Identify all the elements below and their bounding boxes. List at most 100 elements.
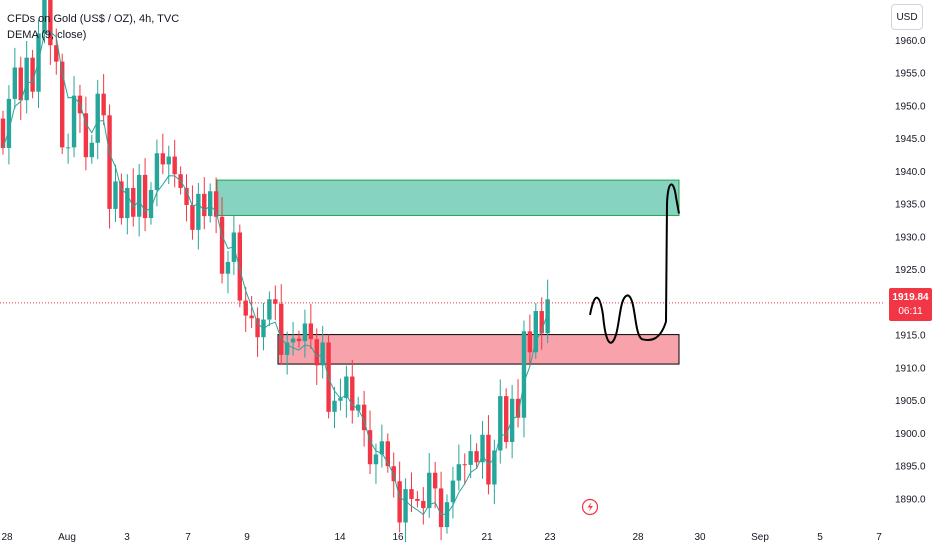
time-tick: 3 (124, 532, 130, 543)
candle-body (456, 464, 462, 481)
candle-body (438, 488, 444, 528)
price-tick: 1910.0 (895, 363, 926, 374)
candle-body (30, 57, 35, 92)
candle-body (450, 480, 456, 503)
last-price-label: 1919.84 06:11 (889, 288, 932, 321)
time-tick: 14 (334, 532, 346, 543)
time-tick: Sep (751, 532, 769, 543)
candle-body (432, 472, 438, 489)
candle-body (24, 57, 29, 101)
candle-body (267, 299, 272, 320)
candle-body (480, 434, 485, 463)
price-tick: 1925.0 (895, 265, 926, 276)
candle-body (421, 500, 426, 509)
candle-body (148, 189, 154, 219)
candle-body (332, 400, 337, 412)
candle-body (533, 311, 538, 353)
candle-body (18, 67, 23, 101)
candle-body (498, 396, 503, 451)
price-tick: 1960.0 (895, 36, 926, 47)
candle-body (492, 450, 497, 485)
candle-body (202, 193, 207, 217)
price-tick: 1905.0 (895, 396, 926, 407)
price-tick: 1955.0 (895, 69, 926, 80)
candle-body (190, 204, 195, 230)
lightning-icon[interactable] (581, 498, 599, 516)
candle-body (350, 376, 355, 411)
candle-body (71, 95, 77, 148)
candle-body (302, 323, 308, 342)
candle-body (48, 0, 53, 46)
price-tick: 1940.0 (895, 167, 926, 178)
candle-body (284, 342, 290, 355)
time-tick: 16 (392, 532, 404, 543)
candle-body (427, 472, 432, 509)
indicator-title[interactable]: DEMA (9, close) (7, 29, 87, 41)
candle-body (213, 191, 219, 217)
price-tick: 1945.0 (895, 134, 926, 145)
candle-body (403, 489, 408, 523)
candle-body (308, 323, 314, 340)
candle-body (504, 396, 509, 442)
candle-body (539, 311, 544, 334)
time-axis[interactable]: 28 Aug 3 7 9 14 16 21 23 28 30 Sep 5 7 (1, 532, 882, 543)
price-tick: 1935.0 (895, 200, 926, 211)
candle-body (379, 441, 385, 455)
candle-body (131, 187, 136, 217)
candle-body (154, 153, 160, 190)
chart-legend: CFDs on Gold (US$ / OZ), 4h, TVC DEMA (9… (7, 11, 179, 43)
candle-body (113, 181, 118, 209)
supply-zone[interactable] (216, 179, 680, 216)
price-tick: 1890.0 (895, 494, 926, 505)
candle-body (0, 118, 6, 149)
candle-body (338, 398, 343, 401)
candle-body (385, 441, 390, 467)
candle-body (249, 315, 254, 319)
candle-body (172, 156, 177, 175)
candle-body (397, 481, 402, 523)
candle-body (119, 181, 124, 219)
candle-body (273, 299, 278, 304)
candle-body (6, 98, 12, 149)
candle-body (107, 115, 112, 209)
time-tick: 30 (694, 532, 706, 543)
projection-drawing (589, 183, 680, 344)
candle-body (474, 451, 479, 463)
time-tick: 5 (817, 532, 823, 543)
time-tick: 21 (481, 532, 493, 543)
demand-zone[interactable] (277, 334, 680, 365)
bar-countdown: 06:11 (898, 305, 923, 317)
currency-button[interactable]: USD (891, 4, 923, 30)
candle-body (367, 430, 373, 465)
candle-body (125, 187, 130, 219)
price-tick: 1930.0 (895, 232, 926, 243)
candle-body (42, 0, 47, 34)
symbol-title[interactable]: CFDs on Gold (US$ / OZ), 4h, TVC (7, 13, 180, 25)
candle-body (515, 398, 521, 418)
time-tick: Aug (58, 532, 76, 543)
candle-body (65, 147, 71, 149)
candle-body (486, 434, 491, 485)
candle-body (344, 376, 349, 399)
dema-line (2, 31, 549, 516)
candle-body (279, 303, 284, 355)
candle-body (166, 156, 171, 165)
candles-layer (0, 0, 550, 543)
candle-body (160, 153, 166, 165)
time-tick: 28 (1, 532, 13, 543)
candle-body (361, 404, 367, 431)
time-tick: 9 (244, 532, 250, 543)
price-tick: 1915.0 (895, 331, 926, 342)
price-axis[interactable]: 1890.01895.01900.01905.01910.01915.01920… (895, 36, 926, 505)
candle-body (95, 93, 100, 143)
price-tick: 1950.0 (895, 101, 926, 112)
candle-body (142, 174, 148, 219)
candle-body (356, 404, 361, 411)
zones-layer (216, 179, 680, 365)
last-price-value: 1919.84 (892, 291, 929, 303)
time-tick: 7 (876, 532, 882, 543)
candle-body (320, 342, 325, 366)
price-tick: 1895.0 (895, 462, 926, 473)
candle-body (409, 489, 414, 499)
